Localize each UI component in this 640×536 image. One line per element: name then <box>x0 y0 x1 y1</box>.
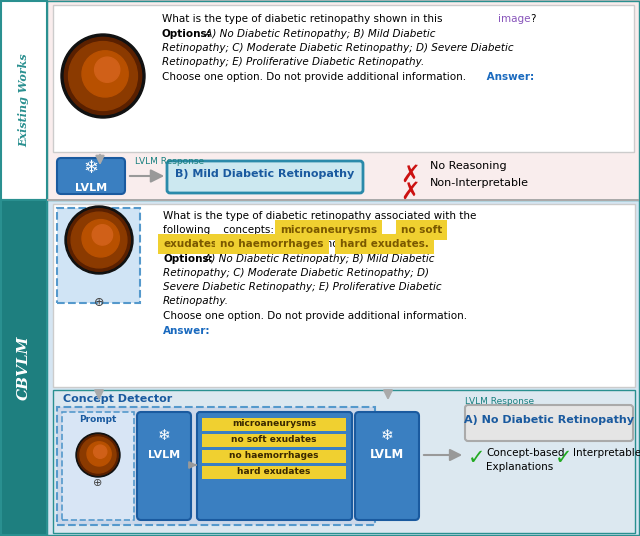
Text: and: and <box>316 239 342 249</box>
Text: ✗: ✗ <box>400 180 420 204</box>
FancyBboxPatch shape <box>57 158 125 194</box>
Bar <box>53 204 635 387</box>
Text: LVLM: LVLM <box>148 450 180 460</box>
FancyBboxPatch shape <box>197 412 352 520</box>
Text: Options:: Options: <box>163 254 212 264</box>
Circle shape <box>71 212 127 268</box>
Text: no haemorrhages: no haemorrhages <box>229 451 319 460</box>
Text: LVLM: LVLM <box>75 183 107 193</box>
Text: hard exudates: hard exudates <box>237 467 310 476</box>
Text: No Reasoning: No Reasoning <box>430 161 507 171</box>
Text: Concept-based: Concept-based <box>486 448 564 458</box>
Text: no haemorrhages: no haemorrhages <box>220 239 323 249</box>
Bar <box>1 200 47 535</box>
FancyBboxPatch shape <box>137 412 191 520</box>
Text: Choose one option. Do not provide additional information.: Choose one option. Do not provide additi… <box>163 311 467 321</box>
Circle shape <box>82 51 128 97</box>
Text: hard exudates.: hard exudates. <box>340 239 429 249</box>
Circle shape <box>80 437 116 473</box>
Text: no soft: no soft <box>401 225 442 235</box>
Text: Retinopathy; E) Proliferative Diabetic Retinopathy.: Retinopathy; E) Proliferative Diabetic R… <box>162 57 424 67</box>
Bar <box>202 450 346 463</box>
Text: Answer:: Answer: <box>163 326 211 336</box>
Text: A) No Diabetic Retinopathy; B) Mild Diabetic: A) No Diabetic Retinopathy; B) Mild Diab… <box>202 29 435 39</box>
FancyBboxPatch shape <box>465 405 633 441</box>
Text: Existing Works: Existing Works <box>19 53 29 147</box>
Text: Retinopathy; C) Moderate Diabetic Retinopathy; D) Severe Diabetic: Retinopathy; C) Moderate Diabetic Retino… <box>162 43 514 53</box>
FancyBboxPatch shape <box>355 412 419 520</box>
Bar <box>47 199 639 201</box>
Text: ⊕: ⊕ <box>93 478 102 488</box>
Circle shape <box>65 38 141 115</box>
FancyBboxPatch shape <box>167 161 363 193</box>
Circle shape <box>61 34 145 118</box>
Circle shape <box>93 445 107 458</box>
Text: ,: , <box>394 225 397 235</box>
Text: no soft exudates: no soft exudates <box>231 435 317 444</box>
Text: Choose one option. Do not provide additional information.: Choose one option. Do not provide additi… <box>162 72 466 82</box>
Text: following    concepts:: following concepts: <box>163 225 274 235</box>
Text: ⊕: ⊕ <box>93 296 104 309</box>
Text: exudates: exudates <box>163 239 217 249</box>
Circle shape <box>82 220 120 257</box>
Text: ❄: ❄ <box>381 428 394 443</box>
Bar <box>1 1 47 200</box>
Circle shape <box>65 206 133 274</box>
Text: Interpretable: Interpretable <box>573 448 640 458</box>
Text: Severe Diabetic Retinopathy; E) Proliferative Diabetic: Severe Diabetic Retinopathy; E) Prolifer… <box>163 282 442 292</box>
Text: Answer:: Answer: <box>483 72 534 82</box>
Circle shape <box>68 209 131 271</box>
Bar <box>57 407 375 525</box>
Bar <box>53 390 635 533</box>
Text: ❄: ❄ <box>83 159 99 177</box>
Text: CBVLM: CBVLM <box>17 336 31 400</box>
Circle shape <box>87 442 111 466</box>
Text: LVLM: LVLM <box>370 449 404 461</box>
Circle shape <box>92 225 113 245</box>
Bar <box>57 208 140 303</box>
Text: ICL: ICL <box>93 243 106 266</box>
Text: Explanations: Explanations <box>486 462 553 472</box>
Text: A) No Diabetic Retinopathy: A) No Diabetic Retinopathy <box>464 415 634 425</box>
Text: ❄: ❄ <box>157 428 170 443</box>
Text: LVLM Response: LVLM Response <box>135 157 204 166</box>
Text: Concept Detector: Concept Detector <box>63 394 172 404</box>
Text: Retinopathy.: Retinopathy. <box>163 296 229 306</box>
Text: ,: , <box>211 239 214 249</box>
Text: Prompt: Prompt <box>79 415 116 424</box>
Text: ?: ? <box>530 14 536 24</box>
Bar <box>47 200 639 535</box>
Bar <box>202 434 346 447</box>
Text: microaneurysms: microaneurysms <box>232 419 316 428</box>
Text: microaneurysms: microaneurysms <box>280 225 377 235</box>
Text: Options:: Options: <box>162 29 212 39</box>
Bar <box>202 466 346 479</box>
Text: ✗: ✗ <box>400 163 420 187</box>
Circle shape <box>68 42 138 110</box>
Bar <box>53 5 634 152</box>
Text: ✓: ✓ <box>468 448 486 468</box>
Text: LVLM Response: LVLM Response <box>465 397 534 406</box>
Text: Retinopathy; C) Moderate Diabetic Retinopathy; D): Retinopathy; C) Moderate Diabetic Retino… <box>163 268 429 278</box>
Circle shape <box>78 435 118 475</box>
Text: What is the type of diabetic retinopathy shown in this: What is the type of diabetic retinopathy… <box>162 14 445 24</box>
Text: A) No Diabetic Retinopathy; B) Mild Diabetic: A) No Diabetic Retinopathy; B) Mild Diab… <box>201 254 435 264</box>
Text: image: image <box>498 14 531 24</box>
Text: B) Mild Diabetic Retinopathy: B) Mild Diabetic Retinopathy <box>175 169 355 179</box>
Bar <box>202 418 346 431</box>
Bar <box>62 412 134 520</box>
Text: Non-Interpretable: Non-Interpretable <box>430 178 529 188</box>
Circle shape <box>95 57 120 83</box>
Text: What is the type of diabetic retinopathy associated with the: What is the type of diabetic retinopathy… <box>163 211 476 221</box>
Circle shape <box>76 433 120 477</box>
Text: ✓: ✓ <box>555 448 573 468</box>
Bar <box>47 1 639 200</box>
